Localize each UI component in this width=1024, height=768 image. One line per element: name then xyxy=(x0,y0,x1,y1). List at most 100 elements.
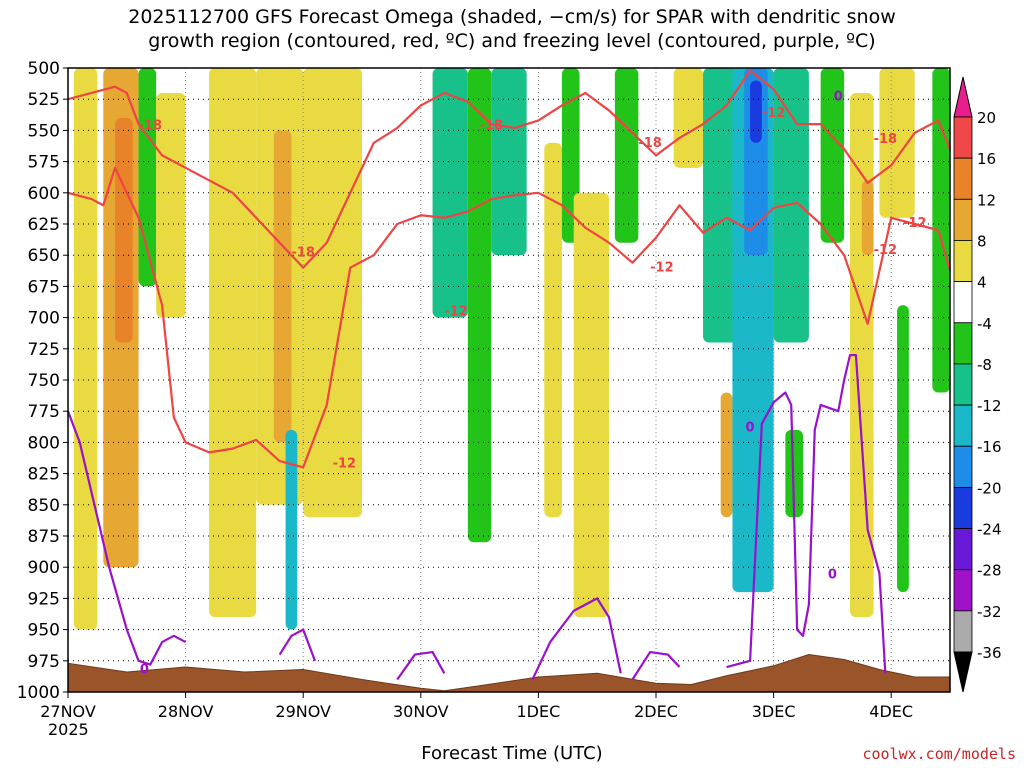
y-tick-label-925: 925 xyxy=(28,589,60,609)
terrain-layer xyxy=(67,654,951,693)
x-tick-label-2DEC: 2DEC xyxy=(634,702,678,721)
colorbar-label-11: -28 xyxy=(977,562,1002,580)
colorbar: 20 16 12 8 4 -4 -8 -12 -16 -20 -24 -28 -32 -36 xyxy=(953,76,1002,693)
y-tick-label-500: 500 xyxy=(28,59,60,79)
contour-layer xyxy=(66,69,952,681)
omega-shade-19 xyxy=(703,68,739,343)
contour-label-14: 0 xyxy=(834,90,843,105)
omega-shade-31 xyxy=(932,68,950,393)
contour-label-8: -12 xyxy=(874,243,898,258)
colorbar-label-1: 16 xyxy=(977,150,996,168)
y-tick-label-700: 700 xyxy=(28,309,60,329)
colorbar-bin-0 xyxy=(953,116,973,159)
omega-shade-10 xyxy=(373,192,398,543)
omega-shade-11 xyxy=(432,68,468,318)
x-axis-title: Forecast Time (UTC) xyxy=(421,743,603,764)
omega-shade-14 xyxy=(544,142,562,518)
terrain-surface xyxy=(67,654,951,693)
contour-label-9: -12 xyxy=(903,216,927,231)
x-tick-label-1DEC: 1DEC xyxy=(517,702,561,721)
colorbar-label-5: -4 xyxy=(977,315,992,333)
contour-label-12: 0 xyxy=(746,420,755,435)
contour-label-13: 0 xyxy=(828,568,837,583)
colorbar-top-arrow xyxy=(953,76,973,118)
colorbar-label-12: -32 xyxy=(977,603,1002,621)
x-tick-label-30NOV: 30NOV xyxy=(393,702,449,721)
x-tick-label-4DEC: 4DEC xyxy=(869,702,913,721)
colorbar-bin-5 xyxy=(953,322,973,365)
source-credit[interactable]: coolwx.com/models xyxy=(862,745,1016,763)
contour-label-4: -18 xyxy=(480,118,504,133)
dgz-contour-0 xyxy=(67,69,952,269)
chart-title-line-2: growth region (contoured, red, ºC) and f… xyxy=(148,30,876,52)
contour-label-6: -18 xyxy=(638,136,662,151)
colorbar-label-10: -24 xyxy=(977,521,1002,539)
contour-label-10: -18 xyxy=(874,132,898,147)
x-tick-label-29NOV: 29NOV xyxy=(275,702,331,721)
y-tick-label-875: 875 xyxy=(28,527,60,547)
colorbar-bin-8 xyxy=(953,445,973,488)
x-axis-year-label: 2025 xyxy=(48,720,89,739)
contour-label-0: -18 xyxy=(139,118,163,133)
omega-shade-17 xyxy=(614,68,639,243)
omega-shade-20 xyxy=(720,392,733,518)
colorbar-label-6: -8 xyxy=(977,356,992,374)
colorbar-bin-12 xyxy=(953,610,973,653)
chart-title-line-1: 2025112700 GFS Forecast Omega (shaded, −… xyxy=(128,6,896,28)
y-tick-label-975: 975 xyxy=(28,652,60,672)
y-axis: 500 525 550 575 600 625 650 675 700 725 750 775 800 8… xyxy=(17,59,68,703)
omega-shade-29 xyxy=(879,68,915,218)
freezing-level-contour-5 xyxy=(531,597,622,680)
colorbar-bin-10 xyxy=(953,528,973,571)
y-tick-label-950: 950 xyxy=(28,621,60,641)
grid-layer xyxy=(68,68,950,692)
omega-shade-7 xyxy=(273,130,292,443)
dgz-contour-1 xyxy=(67,166,952,469)
omega-shade-25 xyxy=(785,429,803,518)
omega-shade-8 xyxy=(285,429,298,630)
y-tick-label-575: 575 xyxy=(28,153,60,173)
y-tick-label-675: 675 xyxy=(28,277,60,297)
y-tick-label-650: 650 xyxy=(28,246,60,266)
contour-label-1: -18 xyxy=(291,246,315,261)
colorbar-bin-9 xyxy=(953,486,973,529)
freezing-level-contour-4 xyxy=(396,650,446,681)
y-tick-label-825: 825 xyxy=(28,465,60,485)
colorbar-label-9: -20 xyxy=(977,479,1002,497)
x-tick-label-3DEC: 3DEC xyxy=(752,702,796,721)
omega-shade-26 xyxy=(820,68,845,243)
x-tick-label-27NOV: 27NOV xyxy=(40,702,96,721)
colorbar-bin-4 xyxy=(953,281,973,324)
contour-label-5: -12 xyxy=(650,261,674,276)
omega-shade-5 xyxy=(209,68,257,618)
omega-shade-9 xyxy=(303,68,362,518)
colorbar-label-7: -12 xyxy=(977,397,1002,415)
colorbar-bottom-arrow xyxy=(953,651,973,693)
freezing-level-contour-3 xyxy=(278,628,316,662)
omega-shade-24 xyxy=(773,68,809,343)
omega-shade-12 xyxy=(467,68,492,543)
y-tick-label-525: 525 xyxy=(28,90,60,110)
omega-shade-28 xyxy=(861,180,874,256)
omega-shade-30 xyxy=(897,305,909,593)
colorbar-bin-7 xyxy=(953,404,973,447)
omega-shade-4 xyxy=(156,92,186,318)
y-tick-label-1000: 1000 xyxy=(17,683,60,703)
omega-shade-16 xyxy=(573,192,609,618)
contour-label-11: 0 xyxy=(140,663,149,678)
freezing-level-contour-2 xyxy=(66,410,187,666)
colorbar-bin-1 xyxy=(953,157,973,200)
contour-label-3: -12 xyxy=(444,304,468,319)
contour-label-2: -12 xyxy=(333,457,357,472)
colorbar-bin-11 xyxy=(953,569,973,612)
colorbar-bin-6 xyxy=(953,363,973,406)
omega-shade-2 xyxy=(115,117,133,343)
freezing-level-contour-6 xyxy=(631,650,681,681)
y-tick-label-625: 625 xyxy=(28,215,60,235)
colorbar-bin-3 xyxy=(953,240,973,283)
omega-shade-18 xyxy=(673,68,704,168)
freezing-level-contour-7 xyxy=(726,353,887,674)
y-tick-label-600: 600 xyxy=(28,184,60,204)
y-tick-label-725: 725 xyxy=(28,340,60,360)
